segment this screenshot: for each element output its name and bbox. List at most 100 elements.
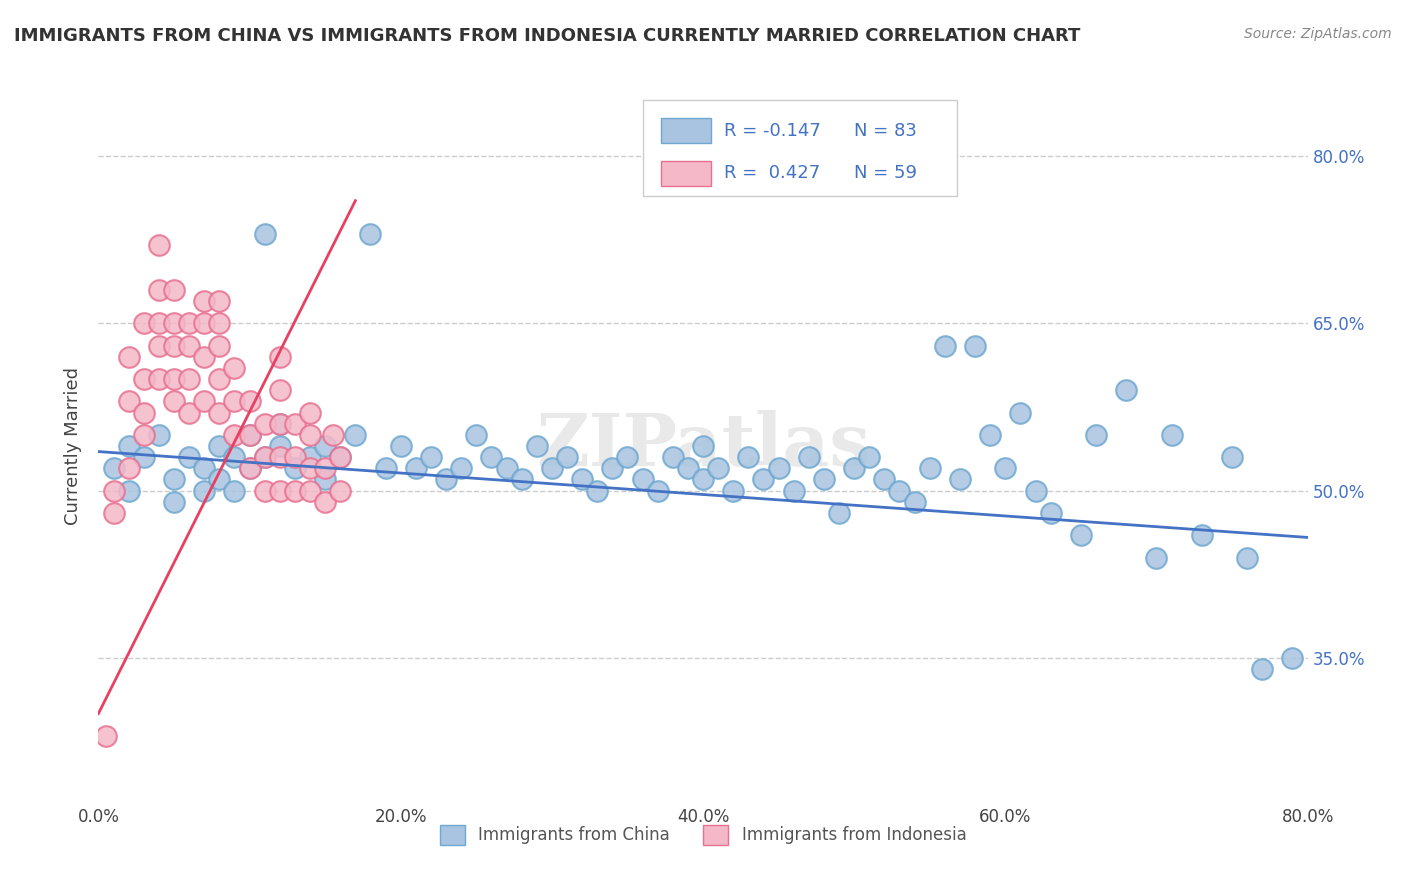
- Point: [94, 729, 117, 743]
- Point: [118, 439, 141, 453]
- Point: [269, 450, 291, 464]
- Point: [420, 450, 443, 464]
- Point: [224, 394, 246, 409]
- Point: [797, 450, 820, 464]
- Point: [179, 450, 201, 464]
- Point: [179, 316, 201, 330]
- Point: [299, 483, 322, 498]
- Point: [1085, 427, 1108, 442]
- Point: [163, 494, 186, 508]
- Point: [269, 417, 291, 431]
- Point: [495, 461, 517, 475]
- Text: ZIPatlas: ZIPatlas: [536, 410, 870, 482]
- Point: [737, 450, 759, 464]
- Point: [602, 461, 624, 475]
- Point: [571, 473, 593, 487]
- Point: [224, 427, 246, 442]
- Point: [193, 316, 215, 330]
- Point: [269, 439, 291, 453]
- Point: [193, 461, 215, 475]
- Point: [118, 483, 141, 498]
- Point: [661, 450, 683, 464]
- Point: [465, 427, 488, 442]
- Point: [586, 483, 609, 498]
- Point: [1070, 528, 1092, 542]
- Point: [322, 427, 344, 442]
- Point: [389, 439, 412, 453]
- Y-axis label: Currently Married: Currently Married: [65, 367, 83, 525]
- Point: [284, 417, 307, 431]
- Point: [269, 417, 291, 431]
- Point: [193, 293, 215, 308]
- Point: [752, 473, 775, 487]
- Point: [299, 450, 322, 464]
- Point: [193, 483, 215, 498]
- Point: [858, 450, 880, 464]
- Point: [239, 461, 262, 475]
- Point: [329, 450, 352, 464]
- Point: [239, 427, 262, 442]
- Point: [434, 473, 457, 487]
- Point: [118, 461, 141, 475]
- Text: N = 59: N = 59: [855, 164, 917, 182]
- Point: [904, 494, 927, 508]
- Point: [148, 316, 170, 330]
- Point: [253, 450, 276, 464]
- Point: [179, 405, 201, 420]
- Point: [344, 427, 367, 442]
- Point: [979, 427, 1001, 442]
- Point: [1236, 550, 1258, 565]
- Point: [329, 450, 352, 464]
- Text: N = 83: N = 83: [855, 121, 917, 139]
- Point: [707, 461, 730, 475]
- Point: [1144, 550, 1167, 565]
- Point: [934, 338, 956, 352]
- Point: [844, 461, 866, 475]
- FancyBboxPatch shape: [661, 119, 711, 143]
- Point: [253, 450, 276, 464]
- Point: [148, 283, 170, 297]
- Point: [103, 483, 125, 498]
- Point: [918, 461, 941, 475]
- Point: [148, 338, 170, 352]
- Point: [813, 473, 835, 487]
- Point: [269, 483, 291, 498]
- Point: [783, 483, 806, 498]
- Point: [253, 227, 276, 241]
- Point: [148, 427, 170, 442]
- Point: [1024, 483, 1046, 498]
- Text: R =  0.427: R = 0.427: [724, 164, 820, 182]
- Point: [873, 473, 896, 487]
- Point: [314, 473, 336, 487]
- Point: [405, 461, 427, 475]
- Point: [163, 372, 186, 386]
- Point: [994, 461, 1017, 475]
- Point: [132, 450, 155, 464]
- FancyBboxPatch shape: [643, 100, 957, 196]
- Point: [450, 461, 472, 475]
- Point: [374, 461, 396, 475]
- Point: [555, 450, 578, 464]
- Point: [132, 405, 155, 420]
- Point: [1220, 450, 1243, 464]
- Point: [1039, 506, 1062, 520]
- Point: [208, 293, 231, 308]
- Point: [224, 483, 246, 498]
- Point: [253, 483, 276, 498]
- Point: [148, 372, 170, 386]
- Point: [118, 394, 141, 409]
- Point: [163, 338, 186, 352]
- Point: [132, 427, 155, 442]
- Point: [692, 473, 714, 487]
- Text: R = -0.147: R = -0.147: [724, 121, 821, 139]
- Point: [163, 283, 186, 297]
- Point: [253, 417, 276, 431]
- Point: [239, 394, 262, 409]
- Point: [314, 494, 336, 508]
- Point: [299, 405, 322, 420]
- FancyBboxPatch shape: [661, 161, 711, 186]
- Point: [540, 461, 562, 475]
- Point: [1010, 405, 1032, 420]
- Point: [239, 461, 262, 475]
- Point: [208, 473, 231, 487]
